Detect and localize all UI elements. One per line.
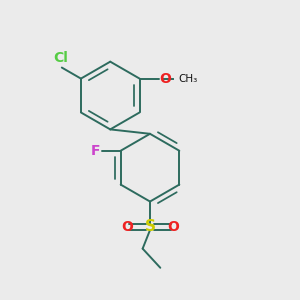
Text: S: S (145, 219, 155, 234)
Text: Cl: Cl (53, 51, 68, 65)
Text: O: O (121, 220, 133, 234)
Text: F: F (91, 144, 100, 158)
Text: O: O (159, 72, 171, 86)
Text: O: O (167, 220, 179, 234)
Text: CH₃: CH₃ (178, 74, 198, 84)
